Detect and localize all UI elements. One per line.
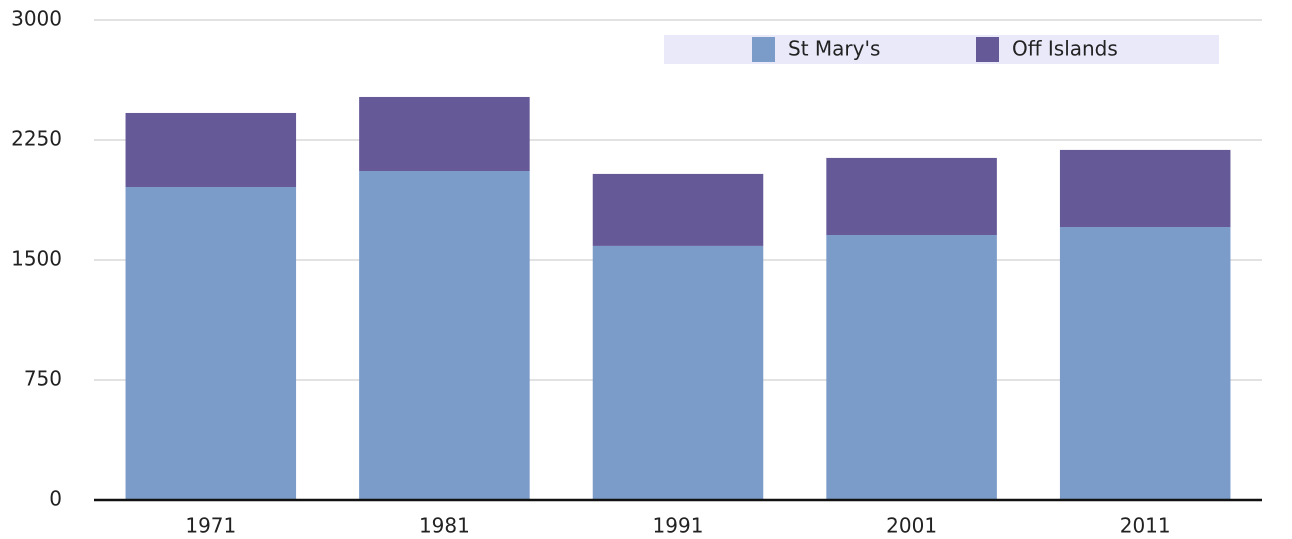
bar-segment	[359, 171, 530, 501]
legend-swatch	[752, 37, 775, 62]
bar-segment	[125, 187, 297, 501]
x-tick-label: 1991	[653, 514, 704, 538]
x-tick-label: 2011	[1120, 514, 1171, 538]
y-tick-label: 3000	[11, 7, 62, 31]
legend-label: Off Islands	[1012, 37, 1118, 61]
bar-segment	[125, 112, 297, 188]
y-tick-label: 0	[49, 487, 62, 511]
bar-segment	[592, 173, 764, 246]
bar-segment	[826, 157, 997, 236]
y-tick-label: 2250	[11, 127, 62, 151]
legend-label: St Mary's	[788, 37, 880, 61]
x-tick-label: 2001	[886, 514, 937, 538]
bar-segment	[826, 235, 997, 501]
bar-segment	[359, 96, 530, 172]
legend: St Mary's Off Islands	[664, 35, 1219, 64]
x-tick-label: 1981	[419, 514, 470, 538]
bar-segment	[1059, 149, 1231, 228]
bar-segment	[592, 245, 764, 500]
bar-segment	[1059, 227, 1231, 501]
y-tick-label: 750	[24, 367, 62, 391]
legend-box	[664, 35, 1219, 64]
legend-swatch	[976, 37, 999, 62]
x-tick-label: 1971	[185, 514, 236, 538]
y-tick-label: 1500	[11, 247, 62, 271]
